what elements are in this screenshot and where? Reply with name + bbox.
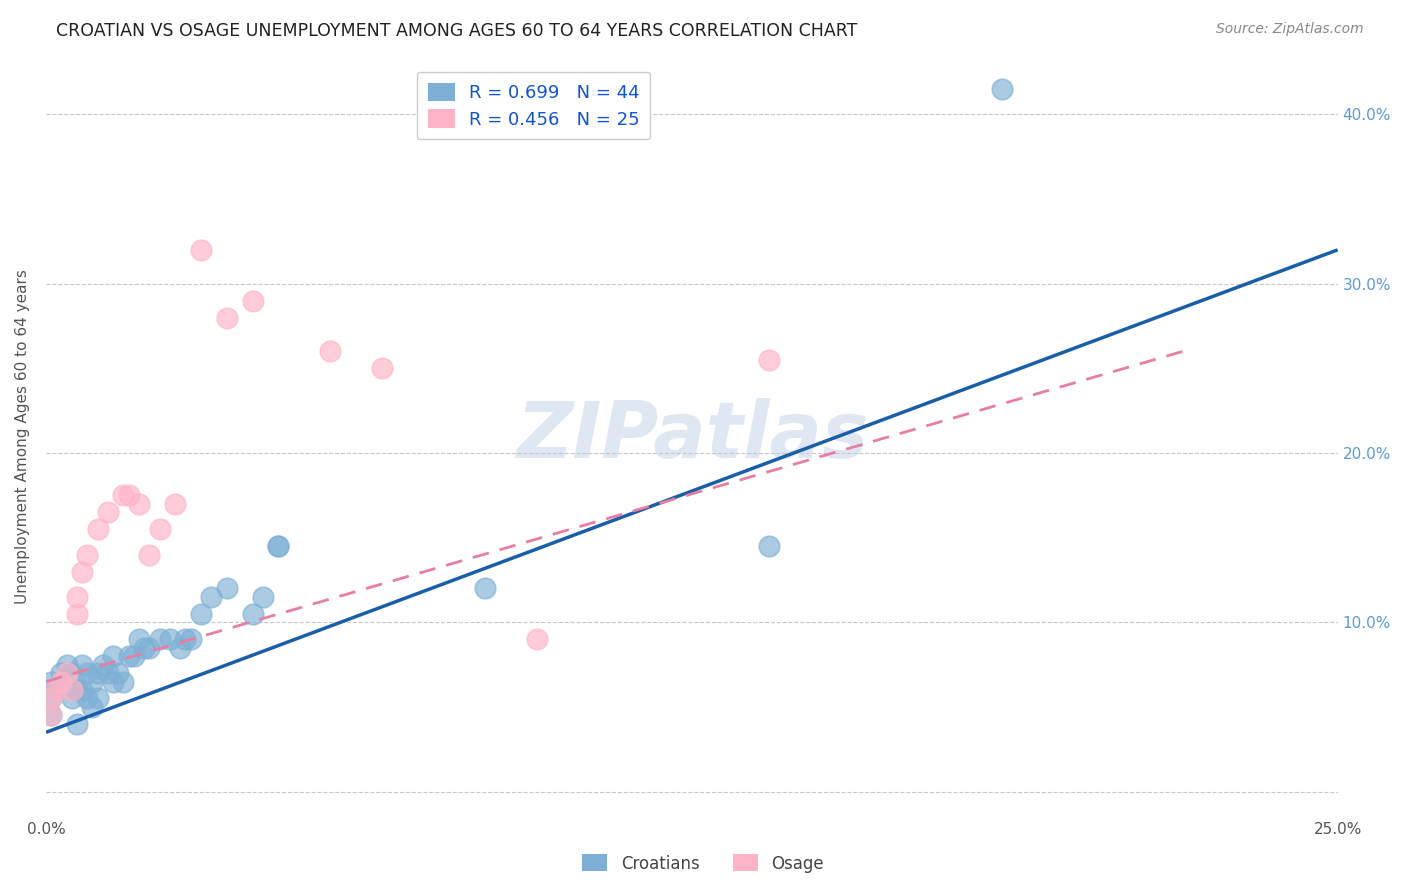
Point bbox=[758, 539, 780, 553]
Point bbox=[39, 674, 62, 689]
Point bbox=[138, 548, 160, 562]
Point bbox=[112, 488, 135, 502]
Point bbox=[45, 683, 67, 698]
Point bbox=[86, 691, 108, 706]
Point bbox=[70, 683, 93, 698]
Y-axis label: Unemployment Among Ages 60 to 64 years: Unemployment Among Ages 60 to 64 years bbox=[15, 268, 30, 604]
Point bbox=[526, 632, 548, 647]
Point bbox=[758, 352, 780, 367]
Point bbox=[190, 607, 212, 621]
Point bbox=[101, 649, 124, 664]
Point bbox=[76, 666, 98, 681]
Point bbox=[55, 666, 77, 681]
Point bbox=[70, 657, 93, 672]
Point bbox=[117, 488, 139, 502]
Legend: Croatians, Osage: Croatians, Osage bbox=[575, 847, 831, 880]
Point bbox=[60, 683, 83, 698]
Point bbox=[112, 674, 135, 689]
Point bbox=[66, 590, 89, 604]
Point bbox=[267, 539, 290, 553]
Point bbox=[169, 640, 191, 655]
Text: CROATIAN VS OSAGE UNEMPLOYMENT AMONG AGES 60 TO 64 YEARS CORRELATION CHART: CROATIAN VS OSAGE UNEMPLOYMENT AMONG AGE… bbox=[56, 22, 858, 40]
Point bbox=[82, 700, 104, 714]
Point bbox=[215, 310, 238, 325]
Point bbox=[165, 497, 187, 511]
Point bbox=[66, 683, 89, 698]
Point bbox=[242, 607, 264, 621]
Point bbox=[252, 590, 274, 604]
Point bbox=[39, 708, 62, 723]
Point bbox=[122, 649, 145, 664]
Point bbox=[51, 674, 73, 689]
Text: Source: ZipAtlas.com: Source: ZipAtlas.com bbox=[1216, 22, 1364, 37]
Point bbox=[128, 497, 150, 511]
Point bbox=[474, 582, 496, 596]
Point bbox=[45, 683, 67, 698]
Point bbox=[117, 649, 139, 664]
Point bbox=[91, 657, 114, 672]
Point bbox=[51, 666, 73, 681]
Point bbox=[215, 582, 238, 596]
Point bbox=[174, 632, 197, 647]
Point bbox=[190, 243, 212, 257]
Point bbox=[101, 674, 124, 689]
Text: ZIPatlas: ZIPatlas bbox=[516, 398, 868, 474]
Point bbox=[371, 361, 394, 376]
Point bbox=[149, 632, 172, 647]
Point bbox=[70, 565, 93, 579]
Point bbox=[159, 632, 181, 647]
Point bbox=[76, 691, 98, 706]
Point bbox=[76, 548, 98, 562]
Point bbox=[86, 666, 108, 681]
Point bbox=[149, 522, 172, 536]
Point bbox=[97, 666, 120, 681]
Point bbox=[66, 607, 89, 621]
Point bbox=[39, 708, 62, 723]
Point bbox=[55, 657, 77, 672]
Point bbox=[267, 539, 290, 553]
Point bbox=[107, 666, 129, 681]
Point bbox=[991, 82, 1014, 96]
Point bbox=[66, 717, 89, 731]
Point bbox=[180, 632, 202, 647]
Point bbox=[200, 590, 222, 604]
Point bbox=[128, 632, 150, 647]
Point bbox=[86, 522, 108, 536]
Point bbox=[134, 640, 156, 655]
Point bbox=[39, 691, 62, 706]
Point bbox=[60, 666, 83, 681]
Point bbox=[82, 674, 104, 689]
Point bbox=[97, 505, 120, 519]
Point bbox=[60, 691, 83, 706]
Legend: R = 0.699   N = 44, R = 0.456   N = 25: R = 0.699 N = 44, R = 0.456 N = 25 bbox=[416, 71, 651, 139]
Point bbox=[319, 344, 342, 359]
Point bbox=[39, 691, 62, 706]
Point bbox=[138, 640, 160, 655]
Point bbox=[242, 293, 264, 308]
